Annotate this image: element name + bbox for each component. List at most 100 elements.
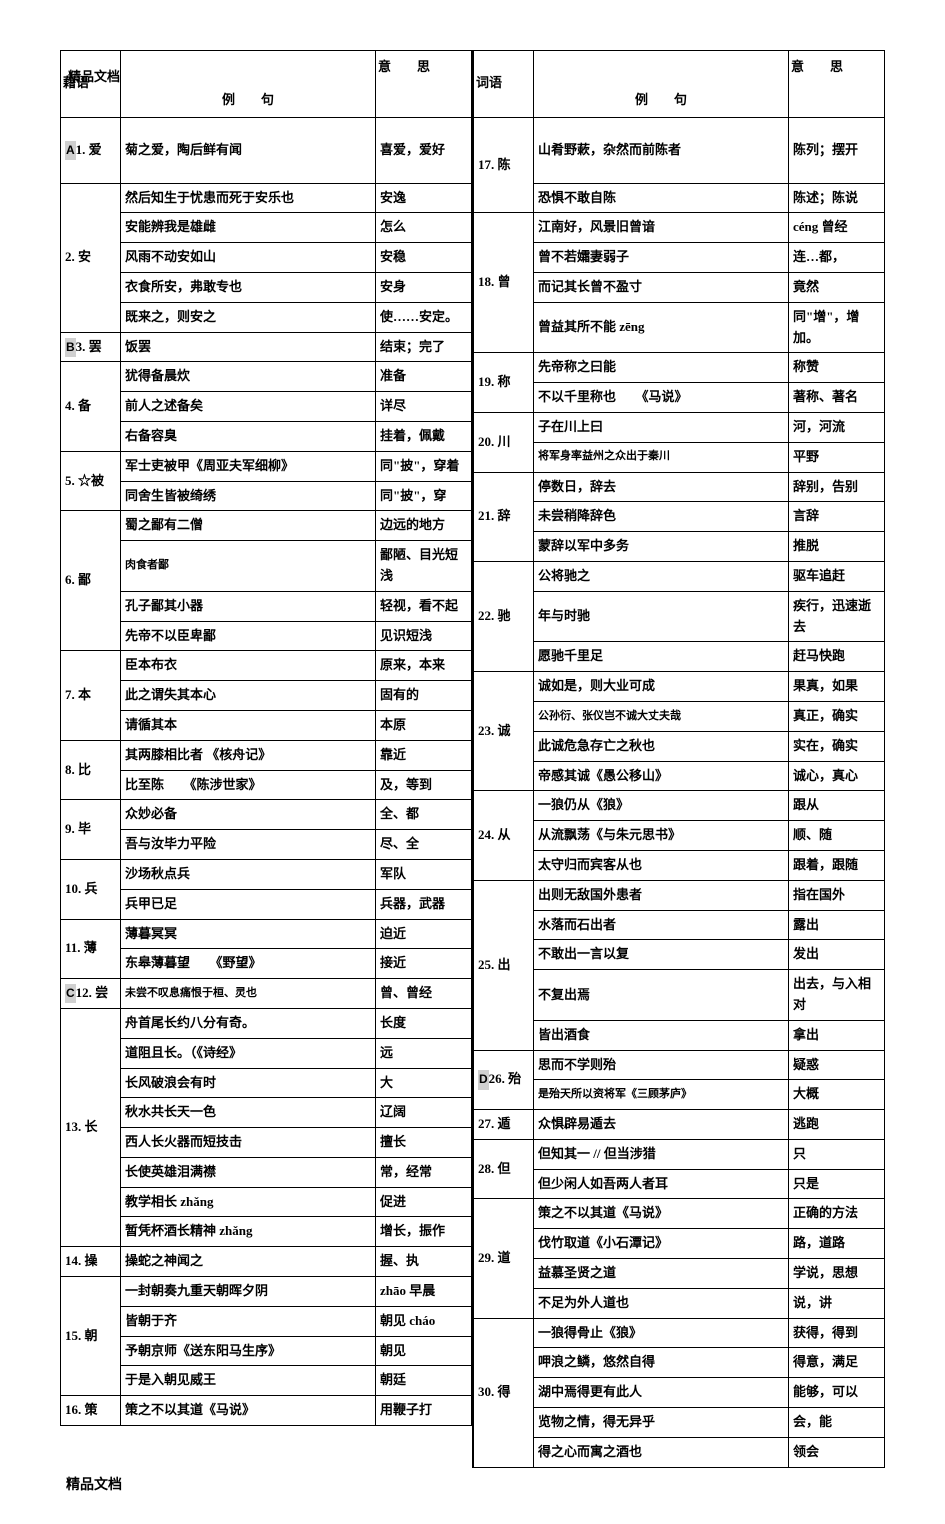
meaning-cell: 能够，可以	[789, 1378, 885, 1408]
meaning-cell: 出去，与入相对	[789, 970, 885, 1021]
header-meaning: 意 思	[789, 51, 885, 84]
header-meaning-2	[789, 84, 885, 117]
word-cell: 20. 川	[474, 412, 534, 472]
example-cell: 长使英雄泪满襟	[121, 1157, 376, 1187]
meaning-cell: 常，经常	[376, 1157, 472, 1187]
header-word: 词语	[474, 51, 534, 118]
meaning-cell: 实在，确实	[789, 731, 885, 761]
header-example	[534, 51, 789, 84]
example-cell: 然后知生于忧患而死于安乐也	[121, 183, 376, 213]
example-cell: 子在川上曰	[534, 412, 789, 442]
example-cell: 菊之爱，陶后鲜有闻	[121, 117, 376, 183]
meaning-cell: 陈列；摆开	[789, 117, 885, 183]
word-cell: 29. 道	[474, 1199, 534, 1318]
meaning-cell: 真正，确实	[789, 701, 885, 731]
meaning-cell: 大	[376, 1068, 472, 1098]
meaning-cell: 增长，振作	[376, 1217, 472, 1247]
meaning-cell: 靠近	[376, 740, 472, 770]
example-cell: 蜀之鄙有二僧	[121, 511, 376, 541]
meaning-cell: 称赞	[789, 353, 885, 383]
example-cell: 一封朝奏九重天朝晖夕阴	[121, 1277, 376, 1307]
example-cell: 既来之，则安之	[121, 302, 376, 332]
meaning-cell: 及，等到	[376, 770, 472, 800]
example-cell: 予朝京师《送东阳马生序》	[121, 1336, 376, 1366]
example-cell: 孔子鄙其小器	[121, 591, 376, 621]
word-cell: 15. 朝	[61, 1277, 121, 1396]
example-cell: 是殆天所以资将军《三顾茅庐》	[534, 1080, 789, 1110]
example-cell: 东皋薄暮望 《野望》	[121, 949, 376, 979]
meaning-cell: 疑惑	[789, 1050, 885, 1080]
meaning-cell: 鄙陋、目光短浅	[376, 541, 472, 592]
header-example	[121, 51, 376, 84]
example-cell: 兵甲已足	[121, 889, 376, 919]
example-cell: 犹得备晨炊	[121, 362, 376, 392]
word-cell: 5. ☆被	[61, 451, 121, 511]
example-cell: 湖中焉得更有此人	[534, 1378, 789, 1408]
meaning-cell: 诚心，真心	[789, 761, 885, 791]
example-cell: 衣食所安，弗敢专也	[121, 272, 376, 302]
meaning-cell: 接近	[376, 949, 472, 979]
example-cell: 益慕圣贤之道	[534, 1259, 789, 1289]
meaning-cell: 挂着，佩戴	[376, 421, 472, 451]
example-cell: 伐竹取道《小石潭记》	[534, 1229, 789, 1259]
meaning-cell: 果真，如果	[789, 672, 885, 702]
header-meaning-2	[376, 84, 472, 117]
example-cell: 教学相长 zhǎng	[121, 1187, 376, 1217]
example-cell: 蒙辞以军中多务	[534, 532, 789, 562]
example-cell: 策之不以其道《马说》	[121, 1396, 376, 1426]
example-cell: 策之不以其道《马说》	[534, 1199, 789, 1229]
header-example-2: 例 句	[534, 84, 789, 117]
example-cell: 曾益其所不能 zēng	[534, 302, 789, 353]
meaning-cell: 领会	[789, 1437, 885, 1467]
meaning-cell: 原来，本来	[376, 651, 472, 681]
example-cell: 军士吏被甲《周亚夫军细柳》	[121, 451, 376, 481]
letter-tag: D	[478, 1070, 489, 1089]
meaning-cell: 同"增"，增加。	[789, 302, 885, 353]
example-cell: 长风破浪会有时	[121, 1068, 376, 1098]
meaning-cell: 大概	[789, 1080, 885, 1110]
meaning-cell: 说，讲	[789, 1288, 885, 1318]
meaning-cell: 著称、著名	[789, 383, 885, 413]
word-cell: 8. 比	[61, 740, 121, 800]
meaning-cell: 本原	[376, 710, 472, 740]
example-cell: 公将驰之	[534, 561, 789, 591]
example-cell: 得之心而寓之酒也	[534, 1437, 789, 1467]
example-cell: 臣本布衣	[121, 651, 376, 681]
word-cell: B3. 罢	[61, 332, 121, 362]
table-right: 词语意 思例 句17. 陈山肴野蔌，杂然而前陈者陈列；摆开恐惧不敢自陈陈述；陈说…	[473, 50, 885, 1468]
watermark-top: 精品文档	[68, 66, 120, 85]
meaning-cell: 安稳	[376, 243, 472, 273]
meaning-cell: 同"披"，穿	[376, 481, 472, 511]
meaning-cell: 详尽	[376, 392, 472, 422]
example-cell: 不以千里称也 《马说》	[534, 383, 789, 413]
word-cell: 27. 遁	[474, 1110, 534, 1140]
example-cell: 停数日，辞去	[534, 472, 789, 502]
example-cell: 帝感其诚《愚公移山》	[534, 761, 789, 791]
meaning-cell: 辞别，告别	[789, 472, 885, 502]
word-cell: 7. 本	[61, 651, 121, 740]
example-cell: 而记其长曾不盈寸	[534, 272, 789, 302]
example-cell: 众惧辟易遁去	[534, 1110, 789, 1140]
word-cell: 9. 毕	[61, 800, 121, 860]
meaning-cell: 曾、曾经	[376, 979, 472, 1009]
meaning-cell: 结束；完了	[376, 332, 472, 362]
example-cell: 未尝不叹息痛恨于桓、灵也	[121, 979, 376, 1009]
word-cell: 25. 出	[474, 880, 534, 1050]
example-cell: 不复出焉	[534, 970, 789, 1021]
example-cell: 思而不学则殆	[534, 1050, 789, 1080]
meaning-cell: 推脱	[789, 532, 885, 562]
meaning-cell: 用鞭子打	[376, 1396, 472, 1426]
example-cell: 同舍生皆被绮绣	[121, 481, 376, 511]
meaning-cell: 顺、随	[789, 821, 885, 851]
meaning-cell: 固有的	[376, 681, 472, 711]
meaning-cell: 准备	[376, 362, 472, 392]
example-cell: 太守归而宾客从也	[534, 850, 789, 880]
example-cell: 沙场秋点兵	[121, 859, 376, 889]
example-cell: 暂凭杯酒长精神 zhǎng	[121, 1217, 376, 1247]
example-cell: 道阻且长。（《诗经》	[121, 1038, 376, 1068]
word-cell: 17. 陈	[474, 117, 534, 213]
word-cell: 16. 策	[61, 1396, 121, 1426]
meaning-cell: 得意，满足	[789, 1348, 885, 1378]
meaning-cell: 远	[376, 1038, 472, 1068]
table-left: 藉语意 思例 句A1. 爱菊之爱，陶后鲜有闻喜爱，爱好2. 安然后知生于忧患而死…	[60, 50, 472, 1426]
